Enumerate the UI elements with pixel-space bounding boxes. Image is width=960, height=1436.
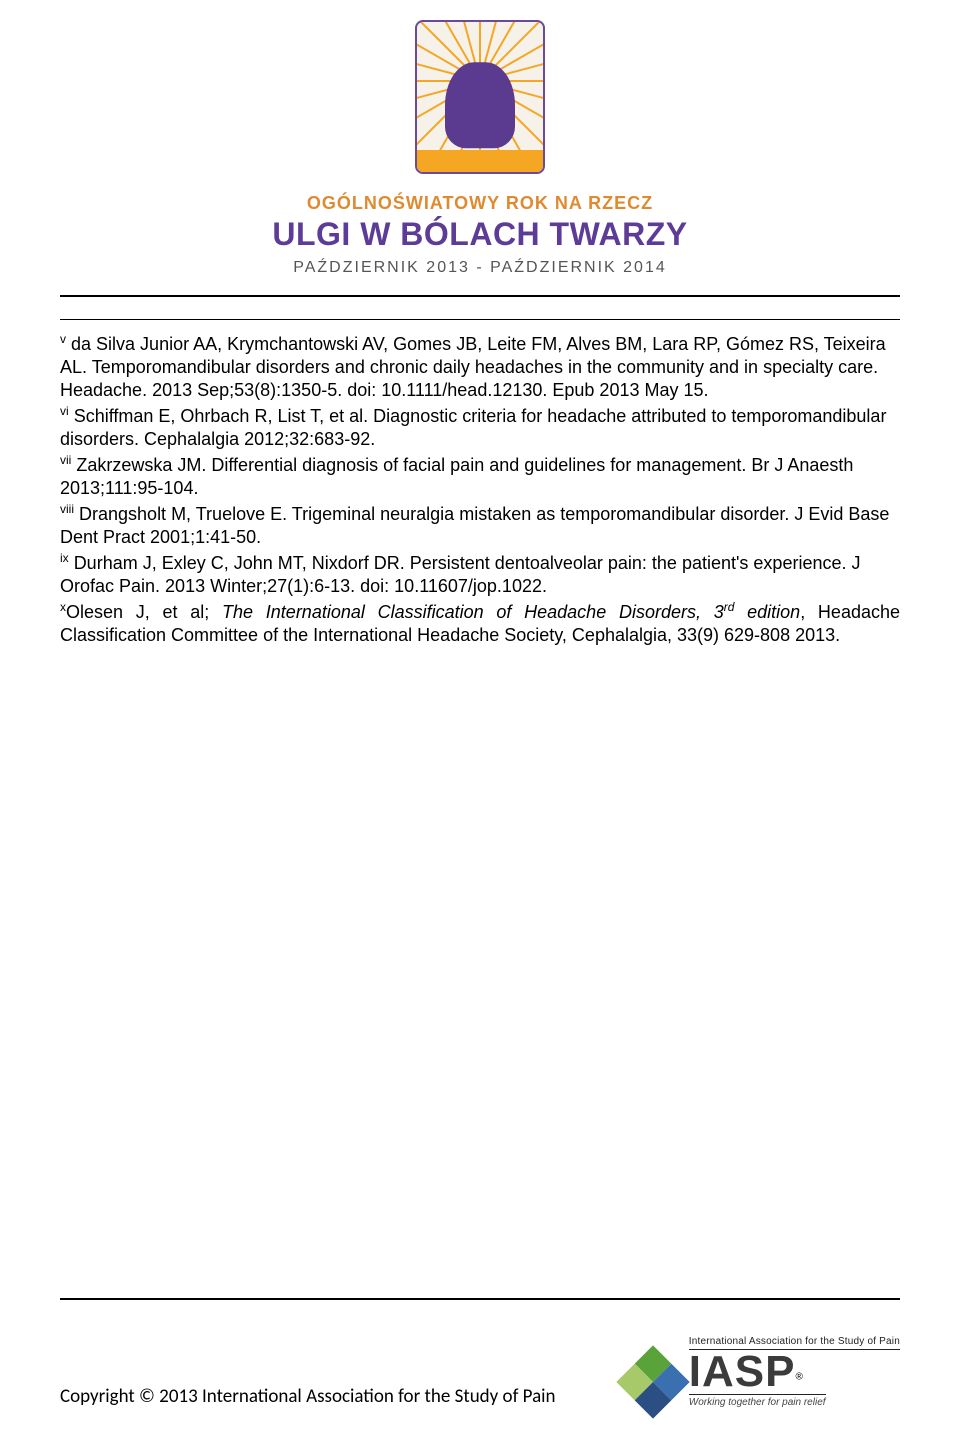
reference-italic-tail: edition (734, 602, 800, 622)
iasp-registered-mark: ® (796, 1372, 803, 1383)
reference-italic-sup: rd (724, 600, 735, 614)
reference-text-italic: The International Classification of Head… (222, 602, 800, 622)
reference-item: viii Drangsholt M, Truelove E. Trigemina… (60, 502, 900, 549)
footer: Copyright © 2013 International Associati… (60, 1298, 900, 1408)
iasp-sub-line: Working together for pain relief (689, 1394, 826, 1408)
iasp-logo-block: International Association for the Study … (627, 1336, 900, 1408)
reference-text: Schiffman E, Ohrbach R, List T, et al. D… (60, 406, 886, 449)
header-line-3: PAŹDZIERNIK 2013 - PAŹDZIERNIK 2014 (60, 259, 900, 277)
iasp-big-text: IASP (689, 1347, 796, 1396)
iasp-text-block: International Association for the Study … (689, 1336, 900, 1408)
reference-marker: vi (60, 404, 69, 418)
reference-item: v da Silva Junior AA, Krymchantowski AV,… (60, 332, 900, 402)
references-block: v da Silva Junior AA, Krymchantowski AV,… (60, 332, 900, 647)
footer-row: Copyright © 2013 International Associati… (60, 1336, 900, 1408)
footer-rule (60, 1298, 900, 1300)
logo-stripe (417, 150, 543, 172)
reference-text-prefix: Olesen J, et al; (66, 602, 222, 622)
reference-item: ix Durham J, Exley C, John MT, Nixdorf D… (60, 551, 900, 598)
header-line-1: OGÓLNOŚWIATOWY ROK NA RZECZ (60, 193, 900, 214)
page: OGÓLNOŚWIATOWY ROK NA RZECZ ULGI W BÓLAC… (0, 0, 960, 1436)
reference-item: vii Zakrzewska JM. Differential diagnosi… (60, 453, 900, 500)
copyright-text: Copyright © 2013 International Associati… (60, 1385, 556, 1408)
header-logo-block (60, 20, 900, 179)
reference-marker: viii (60, 502, 74, 516)
reference-italic-main: The International Classification of Head… (222, 602, 724, 622)
header-rule (60, 295, 900, 297)
reference-marker: v (60, 332, 66, 346)
references-rule (60, 319, 900, 320)
reference-item: xOlesen J, et al; The International Clas… (60, 600, 900, 647)
reference-text: da Silva Junior AA, Krymchantowski AV, G… (60, 334, 886, 400)
iasp-square-icon (627, 1356, 679, 1408)
reference-item: vi Schiffman E, Ohrbach R, List T, et al… (60, 404, 900, 451)
logo-frame (415, 20, 545, 174)
reference-marker: vii (60, 453, 71, 467)
head-silhouette-icon (445, 62, 515, 148)
header-line-2: ULGI W BÓLACH TWARZY (60, 216, 900, 253)
iasp-big-row: IASP® (689, 1352, 803, 1392)
reference-text: Durham J, Exley C, John MT, Nixdorf DR. … (60, 553, 860, 596)
reference-text: Zakrzewska JM. Differential diagnosis of… (60, 455, 853, 498)
reference-text: Drangsholt M, Truelove E. Trigeminal neu… (60, 504, 889, 547)
header-text-block: OGÓLNOŚWIATOWY ROK NA RZECZ ULGI W BÓLAC… (60, 193, 900, 277)
reference-marker: ix (60, 551, 69, 565)
